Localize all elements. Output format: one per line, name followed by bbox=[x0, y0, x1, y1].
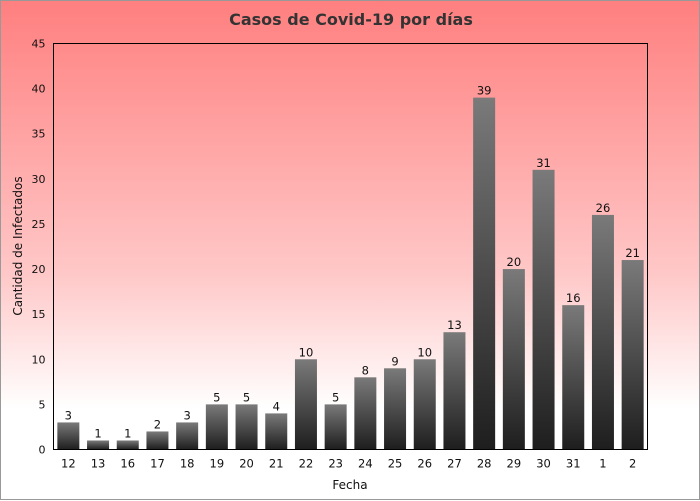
data-label: 13 bbox=[447, 318, 462, 332]
y-tick-label: 25 bbox=[32, 218, 46, 231]
data-label: 3 bbox=[65, 408, 72, 422]
x-tick-label: 20 bbox=[239, 457, 254, 471]
x-axis-label: Fecha bbox=[332, 478, 367, 492]
bar bbox=[591, 214, 614, 450]
bar bbox=[294, 359, 317, 450]
data-label: 2 bbox=[154, 417, 161, 431]
data-label: 4 bbox=[273, 399, 280, 413]
x-tick-label: 13 bbox=[91, 457, 106, 471]
x-tick-label: 27 bbox=[447, 457, 462, 471]
data-label: 8 bbox=[362, 363, 369, 377]
data-label: 16 bbox=[566, 291, 581, 305]
y-tick-label: 35 bbox=[32, 128, 46, 141]
x-tick-label: 17 bbox=[150, 457, 165, 471]
data-label: 20 bbox=[507, 255, 522, 269]
y-tick-label: 0 bbox=[39, 444, 46, 457]
x-tick-label: 19 bbox=[210, 457, 225, 471]
bar bbox=[443, 332, 466, 450]
y-tick-label: 30 bbox=[32, 173, 46, 186]
x-tick-label: 31 bbox=[566, 457, 581, 471]
bar bbox=[235, 404, 258, 450]
x-tick-label: 2 bbox=[629, 457, 636, 471]
x-tick-label: 1 bbox=[599, 457, 606, 471]
x-tick-label: 28 bbox=[477, 457, 492, 471]
plot-area-frame bbox=[53, 43, 648, 450]
bar bbox=[116, 440, 139, 450]
data-label: 39 bbox=[477, 84, 492, 98]
x-tick-label: 22 bbox=[299, 457, 314, 471]
data-label: 1 bbox=[94, 426, 101, 440]
x-tick-label: 12 bbox=[61, 457, 76, 471]
bar bbox=[87, 440, 110, 450]
bar bbox=[205, 404, 228, 450]
bar bbox=[562, 305, 585, 450]
bar bbox=[265, 413, 288, 450]
bar bbox=[57, 422, 80, 450]
y-tick-label: 15 bbox=[32, 308, 46, 321]
chart-title: Casos de Covid-19 por días bbox=[229, 10, 473, 29]
bar bbox=[532, 169, 555, 450]
bar bbox=[413, 359, 436, 450]
data-label: 5 bbox=[332, 390, 339, 404]
bar bbox=[473, 97, 496, 450]
x-tick-label: 26 bbox=[417, 457, 432, 471]
x-tick-label: 29 bbox=[507, 457, 522, 471]
data-label: 31 bbox=[536, 156, 551, 170]
x-tick-label: 25 bbox=[388, 457, 403, 471]
y-tick-label: 45 bbox=[32, 38, 46, 51]
x-tick-label: 16 bbox=[120, 457, 135, 471]
data-label: 26 bbox=[596, 201, 611, 215]
bar bbox=[384, 368, 407, 450]
x-tick-label: 23 bbox=[328, 457, 343, 471]
x-tick-label: 18 bbox=[180, 457, 195, 471]
y-tick-label: 5 bbox=[39, 398, 46, 411]
data-label: 1 bbox=[124, 426, 131, 440]
x-tick-label: 24 bbox=[358, 457, 373, 471]
bar bbox=[324, 404, 347, 450]
data-label: 5 bbox=[213, 390, 220, 404]
y-axis-label: Cantidad de Infectados bbox=[11, 176, 25, 315]
bar bbox=[502, 269, 525, 450]
data-label: 21 bbox=[625, 246, 640, 260]
y-tick-label: 10 bbox=[32, 353, 46, 366]
bar bbox=[354, 377, 377, 450]
bar bbox=[176, 422, 199, 450]
data-label: 5 bbox=[243, 390, 250, 404]
bar bbox=[146, 431, 169, 450]
y-tick-label: 40 bbox=[32, 83, 46, 96]
x-tick-label: 21 bbox=[269, 457, 284, 471]
data-label: 3 bbox=[183, 408, 190, 422]
x-tick-label: 30 bbox=[536, 457, 551, 471]
data-label: 10 bbox=[417, 345, 432, 359]
y-tick-label: 20 bbox=[32, 263, 46, 276]
data-label: 10 bbox=[299, 345, 314, 359]
bar bbox=[621, 260, 644, 450]
data-label: 9 bbox=[391, 354, 398, 368]
